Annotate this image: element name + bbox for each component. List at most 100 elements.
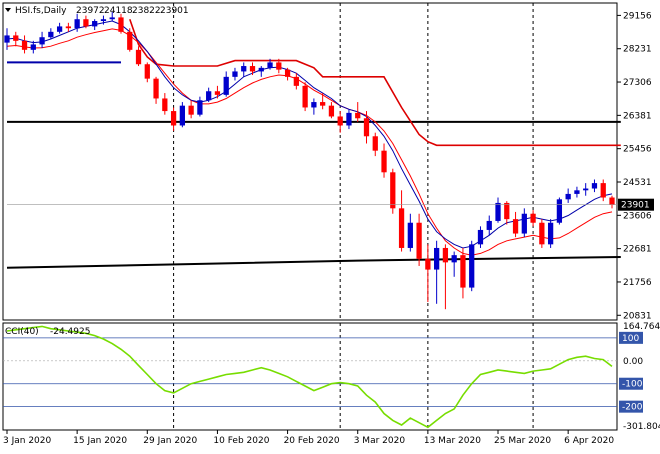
candle <box>284 67 291 81</box>
candle <box>539 219 545 248</box>
candle <box>162 93 168 115</box>
candle <box>179 102 185 128</box>
cci-tick-label: -200 <box>622 403 643 413</box>
cci-panel-frame <box>2 322 618 431</box>
candle <box>372 132 378 157</box>
candle <box>13 31 19 47</box>
candle <box>530 210 536 227</box>
candle-body <box>320 102 326 106</box>
time-tick-label: 3 Mar 2020 <box>354 436 406 446</box>
candle-body <box>39 37 45 45</box>
candle <box>337 111 343 133</box>
candle-body <box>381 150 387 173</box>
candle <box>442 244 449 310</box>
candle-body <box>311 102 317 108</box>
candle-body <box>416 222 422 259</box>
candle-body <box>504 202 510 220</box>
candle <box>258 66 264 77</box>
candle-body <box>530 213 536 223</box>
candle-body <box>83 19 89 27</box>
candle-body <box>512 219 519 234</box>
chart-menu-arrow-icon[interactable] <box>5 8 11 12</box>
candle <box>188 100 194 119</box>
candle <box>206 87 212 103</box>
time-axis: 3 Jan 2020 15 Jan 2020 29 Jan 2020 10 Feb 2… <box>3 430 614 446</box>
candle <box>153 76 159 104</box>
cci-plot <box>3 325 617 429</box>
candle-body <box>591 183 598 189</box>
candle-body <box>539 222 545 245</box>
candle-body <box>600 183 606 198</box>
candle-body <box>144 64 150 79</box>
candle-body <box>521 213 527 234</box>
slow-ma-line <box>6 28 613 256</box>
candle <box>477 226 484 248</box>
candle-body <box>355 112 361 119</box>
candle-body <box>127 31 133 50</box>
candle <box>381 143 387 178</box>
price-tick-label: 24531 <box>623 178 652 188</box>
ohlc-low: 23822 <box>132 6 161 16</box>
candle <box>276 58 282 74</box>
candle <box>118 13 124 34</box>
candle <box>293 73 299 90</box>
candle-body <box>363 118 370 137</box>
candle <box>197 96 203 117</box>
candle <box>48 28 54 40</box>
time-tick-label: 20 Feb 2020 <box>284 436 340 446</box>
candle-body <box>486 220 492 230</box>
cci-level-badge <box>619 377 643 390</box>
candle-body <box>425 258 431 270</box>
candle <box>547 219 554 248</box>
candle <box>609 195 615 209</box>
candle-body <box>48 31 54 38</box>
cci-level-badge <box>619 331 643 344</box>
candle <box>92 19 98 31</box>
candle-body <box>284 69 291 77</box>
candle <box>109 12 115 22</box>
candle <box>249 62 256 76</box>
candle-body <box>249 66 256 72</box>
candle-body <box>206 91 212 101</box>
candle-body <box>460 255 466 288</box>
cci-line <box>6 325 613 429</box>
candle-body <box>293 76 299 86</box>
price-tick-label: 29156 <box>623 11 652 21</box>
candle-body <box>372 136 378 151</box>
time-tick-label: 3 Jan 2020 <box>3 436 51 446</box>
price-tick-label: 27306 <box>623 78 652 88</box>
candle-body <box>477 229 484 245</box>
candle-body <box>276 62 282 70</box>
price-tick-label: 22681 <box>623 245 652 255</box>
candle-body <box>258 67 264 72</box>
candle-body <box>162 98 168 112</box>
time-tick-label: 25 Mar 2020 <box>494 436 551 446</box>
candle <box>39 31 45 49</box>
candle-body <box>302 85 308 108</box>
candle <box>56 22 63 34</box>
time-tick-label: 13 Mar 2020 <box>424 436 481 446</box>
candle <box>460 247 466 299</box>
candle-body <box>179 105 185 126</box>
candle <box>74 13 80 32</box>
candle <box>223 71 229 97</box>
candle-body <box>30 44 36 50</box>
candle-body <box>267 62 273 68</box>
candle <box>355 102 361 122</box>
candle-body <box>56 26 63 32</box>
candle-body <box>21 40 28 50</box>
envelope-upper-line <box>129 18 621 147</box>
candle <box>241 62 247 77</box>
candle <box>83 15 89 29</box>
price-tick-label: 25456 <box>623 145 652 155</box>
candle <box>4 28 10 50</box>
cci-current-value: -24.4925 <box>50 327 90 337</box>
candle <box>398 190 405 252</box>
candle <box>407 213 413 252</box>
price-tick-label: 28231 <box>623 45 652 55</box>
cci-header: CCI(40) -24.4925 <box>5 327 90 337</box>
ohlc-high: 24118 <box>104 6 133 16</box>
candle-body <box>109 17 115 20</box>
ohlc-open: 23972 <box>76 6 105 16</box>
